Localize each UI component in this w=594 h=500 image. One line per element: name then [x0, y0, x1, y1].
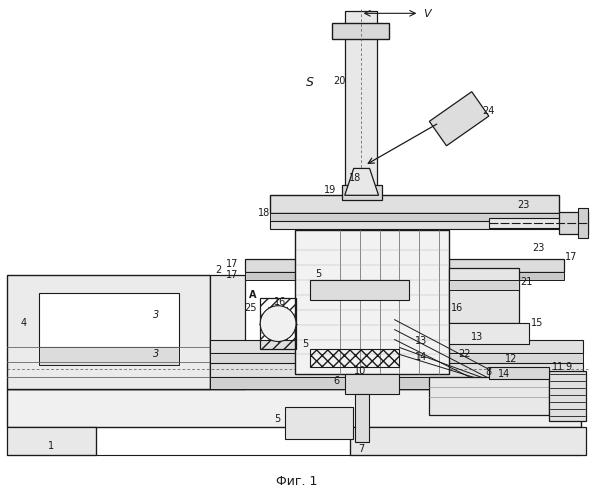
Text: 3: 3 [153, 350, 159, 360]
Text: 23: 23 [532, 243, 545, 253]
Bar [345, 12, 377, 196]
Text: 17: 17 [226, 259, 238, 269]
Text: 10: 10 [353, 366, 366, 376]
Bar [39, 348, 179, 366]
Text: 17: 17 [565, 252, 577, 262]
Bar [489, 368, 549, 380]
Text: V: V [424, 10, 431, 20]
Text: 17: 17 [226, 270, 238, 280]
Text: 9: 9 [565, 362, 571, 372]
Text: Фиг. 1: Фиг. 1 [276, 475, 318, 488]
Bar [345, 374, 399, 394]
Bar [210, 364, 583, 378]
Bar [449, 322, 529, 344]
Text: 20: 20 [334, 76, 346, 86]
Bar [310, 280, 409, 299]
Text: 3: 3 [153, 310, 159, 320]
Bar [39, 293, 179, 348]
Text: 19: 19 [324, 186, 336, 196]
Text: 14: 14 [415, 352, 428, 362]
Bar [210, 354, 583, 364]
Bar [332, 24, 390, 39]
Text: 4: 4 [20, 318, 27, 328]
Bar [549, 372, 586, 421]
Bar [7, 427, 96, 455]
Text: 24: 24 [483, 106, 495, 116]
Bar [449, 280, 519, 290]
Bar [489, 218, 579, 228]
Bar [350, 427, 586, 455]
Bar [7, 275, 210, 389]
Text: 2: 2 [215, 265, 222, 275]
Text: 15: 15 [530, 318, 543, 328]
Text: 21: 21 [520, 277, 533, 287]
Text: A: A [248, 290, 256, 300]
Bar [245, 259, 564, 272]
Text: 18: 18 [349, 174, 361, 184]
Text: 16: 16 [451, 302, 463, 312]
Text: 13: 13 [415, 336, 428, 346]
Bar [210, 378, 583, 389]
Text: 25: 25 [244, 302, 257, 312]
Bar [310, 350, 399, 368]
Bar [558, 212, 589, 234]
Bar [270, 196, 558, 213]
Bar [210, 340, 583, 353]
Bar [210, 275, 245, 389]
Bar [285, 407, 353, 439]
Text: 12: 12 [505, 354, 517, 364]
Bar [245, 272, 564, 280]
Text: 5: 5 [302, 340, 308, 349]
Bar [355, 394, 369, 442]
Bar [295, 230, 449, 374]
Bar [342, 186, 381, 200]
Bar [270, 213, 558, 221]
Bar [270, 221, 558, 229]
Text: 8: 8 [486, 368, 492, 378]
Bar [7, 389, 582, 427]
Text: 18: 18 [258, 208, 270, 218]
Polygon shape [345, 168, 378, 196]
Text: 23: 23 [517, 200, 530, 210]
Text: S: S [306, 76, 314, 90]
Text: 6: 6 [334, 376, 340, 386]
Text: 22: 22 [458, 350, 470, 360]
Text: 5: 5 [315, 269, 321, 279]
Bar [260, 298, 296, 350]
Bar [449, 268, 519, 322]
Bar [579, 208, 589, 238]
Text: 1: 1 [48, 441, 55, 451]
Text: 14: 14 [498, 370, 510, 380]
Text: 5: 5 [274, 414, 280, 424]
Text: 7: 7 [359, 444, 365, 454]
Text: 13: 13 [471, 332, 483, 342]
Circle shape [260, 306, 296, 342]
Text: 11: 11 [552, 362, 565, 372]
Bar [429, 378, 549, 415]
Text: 16: 16 [274, 296, 286, 306]
Polygon shape [429, 92, 489, 146]
